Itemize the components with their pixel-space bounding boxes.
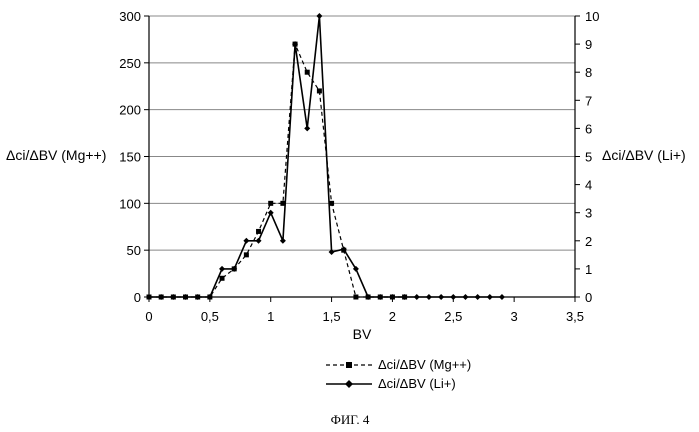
left-axis-title: Δci/ΔBV (Mg++) bbox=[6, 147, 106, 163]
series-mg bbox=[147, 42, 408, 300]
left-tick-label: 150 bbox=[119, 150, 141, 165]
x-tick-label: 3,5 bbox=[566, 309, 584, 324]
data-point bbox=[487, 294, 493, 300]
data-point bbox=[256, 238, 262, 244]
right-tick-label: 10 bbox=[585, 9, 599, 24]
data-point bbox=[256, 229, 261, 234]
right-tick-label: 0 bbox=[585, 290, 592, 305]
right-axis-title: Δci/ΔBV (Li+) bbox=[602, 147, 686, 163]
figure-caption: ФИГ. 4 bbox=[331, 412, 370, 427]
data-point bbox=[244, 252, 249, 257]
left-tick-label: 50 bbox=[127, 243, 141, 258]
data-point bbox=[280, 238, 286, 244]
x-tick-label: 0,5 bbox=[201, 309, 219, 324]
data-point bbox=[317, 88, 322, 93]
data-point bbox=[243, 238, 249, 244]
x-tick-label: 1 bbox=[267, 309, 274, 324]
legend-entry-li: Δci/ΔBV (Li+) bbox=[326, 376, 456, 391]
right-tick-label: 9 bbox=[585, 37, 592, 52]
data-point bbox=[414, 294, 420, 300]
data-point bbox=[268, 210, 274, 216]
right-tick-label: 5 bbox=[585, 150, 592, 165]
data-point bbox=[438, 294, 444, 300]
right-tick-label: 8 bbox=[585, 65, 592, 80]
left-tick-label: 300 bbox=[119, 9, 141, 24]
legend-entry-mg: Δci/ΔBV (Mg++) bbox=[326, 357, 471, 372]
series-line bbox=[149, 44, 405, 297]
data-point bbox=[219, 266, 225, 272]
x-axis-title: BV bbox=[353, 326, 372, 342]
legend-marker-mg bbox=[346, 362, 352, 368]
x-tick-label: 0 bbox=[145, 309, 152, 324]
legend-label-mg: Δci/ΔBV (Mg++) bbox=[378, 357, 471, 372]
left-tick-label: 0 bbox=[134, 290, 141, 305]
data-point bbox=[353, 295, 358, 300]
x-tick-label: 3 bbox=[511, 309, 518, 324]
data-point bbox=[305, 70, 310, 75]
legend-marker-li bbox=[345, 380, 353, 388]
legend-label-li: Δci/ΔBV (Li+) bbox=[378, 376, 456, 391]
right-tick-label: 1 bbox=[585, 262, 592, 277]
data-point bbox=[426, 294, 432, 300]
grid-lines bbox=[149, 16, 575, 250]
data-point bbox=[316, 13, 322, 19]
left-tick-label: 200 bbox=[119, 103, 141, 118]
x-tick-label: 2 bbox=[389, 309, 396, 324]
right-tick-label: 7 bbox=[585, 93, 592, 108]
right-tick-label: 4 bbox=[585, 178, 592, 193]
left-tick-label: 100 bbox=[119, 196, 141, 211]
x-tick-label: 1,5 bbox=[323, 309, 341, 324]
data-point bbox=[220, 276, 225, 281]
x-tick-label: 2,5 bbox=[444, 309, 462, 324]
data-point bbox=[499, 294, 505, 300]
legend: Δci/ΔBV (Mg++) Δci/ΔBV (Li+) bbox=[326, 357, 471, 391]
data-point bbox=[268, 201, 273, 206]
data-point bbox=[304, 125, 310, 131]
right-axis-ticks: 0 1 2 3 4 5 6 7 8 9 10 bbox=[575, 9, 599, 305]
data-point bbox=[450, 294, 456, 300]
right-tick-label: 3 bbox=[585, 206, 592, 221]
left-tick-label: 250 bbox=[119, 56, 141, 71]
data-point bbox=[475, 294, 481, 300]
x-axis-ticks: 0 0,5 1 1,5 2 2,5 3 3,5 bbox=[145, 297, 584, 324]
right-tick-label: 2 bbox=[585, 234, 592, 249]
left-axis-ticks: 0 50 100 150 200 250 300 bbox=[119, 9, 149, 305]
data-point bbox=[462, 294, 468, 300]
right-tick-label: 6 bbox=[585, 121, 592, 136]
